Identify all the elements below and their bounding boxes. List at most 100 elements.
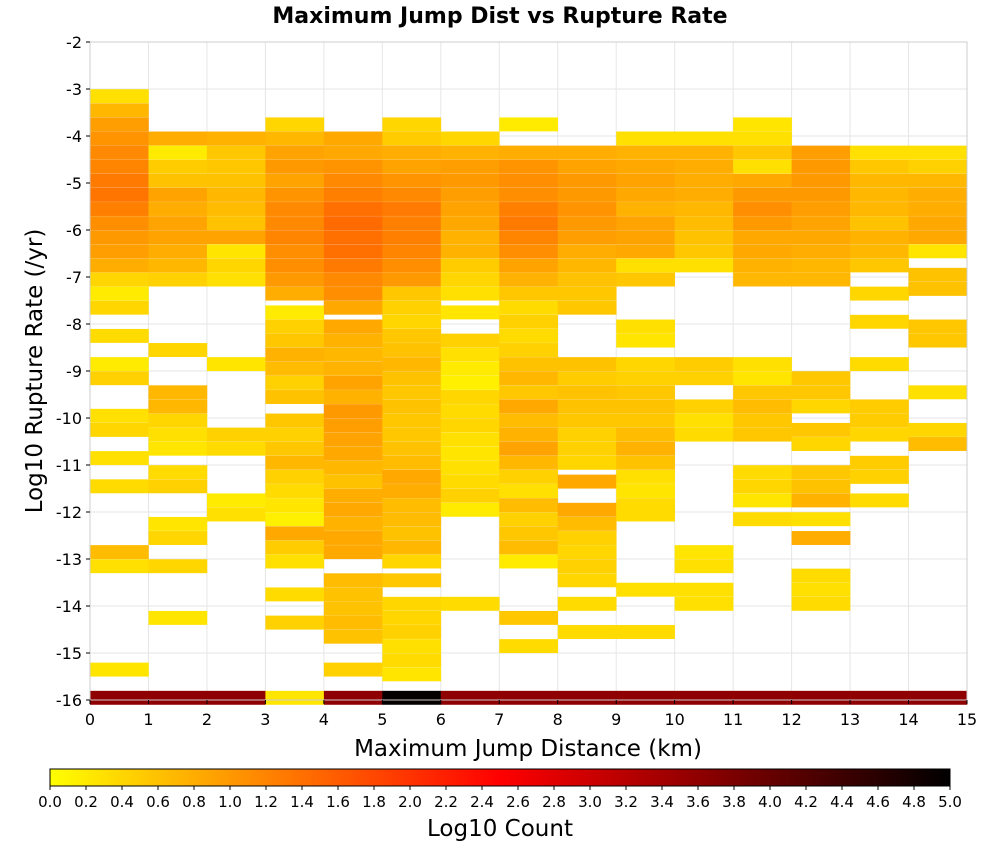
x-tick-label: 11 (723, 710, 743, 729)
heatmap-cell (850, 202, 909, 216)
heatmap-cell (265, 258, 325, 273)
heatmap-cell (323, 690, 383, 705)
heatmap-cell (557, 244, 617, 259)
colorbar-tick-label: 1.6 (326, 793, 350, 811)
heatmap-cell (733, 244, 792, 259)
heatmap-cell (616, 371, 675, 386)
heatmap-cell (148, 202, 208, 216)
heatmap-cell (148, 441, 208, 456)
heatmap-cell (90, 559, 149, 574)
heatmap-cell (90, 272, 149, 287)
heatmap-cell (733, 187, 792, 202)
heatmap-cell (206, 244, 266, 259)
heatmap-cell (206, 187, 266, 202)
colorbar-tick-label: 4.8 (902, 793, 926, 811)
heatmap-cell (382, 216, 442, 231)
heatmap-cell (674, 596, 734, 611)
heatmap-cell (908, 187, 968, 202)
heatmap-cell (440, 286, 500, 301)
heatmap-cell (148, 479, 208, 494)
heatmap-cell (557, 413, 617, 428)
heatmap-cell (90, 173, 149, 188)
heatmap-cell (440, 404, 500, 419)
colorbar-label: Log10 Count (427, 816, 573, 842)
colorbar-tick-label: 4.0 (758, 793, 782, 811)
heatmap-cell (733, 272, 792, 287)
heatmap-cell (90, 408, 149, 423)
heatmap-cell (382, 469, 442, 484)
heatmap-cell (323, 173, 383, 188)
heatmap-cell (90, 422, 149, 437)
y-tick-label: -15 (56, 644, 82, 663)
y-tick-label: -5 (66, 174, 82, 193)
heatmap-cell (791, 465, 851, 480)
heatmap-cell (616, 244, 675, 259)
colorbar-tick-label: 1.4 (290, 793, 314, 811)
heatmap-cell (733, 413, 792, 428)
heatmap-cell (791, 479, 851, 494)
heatmap-cell (557, 625, 617, 639)
heatmap-cell (206, 441, 266, 456)
heatmap-cell (206, 507, 266, 522)
heatmap-cell (206, 357, 266, 372)
heatmap-cell (850, 469, 909, 484)
heatmap-cell (674, 159, 734, 174)
heatmap-cell (323, 502, 383, 517)
colorbar-tick-label: 3.2 (614, 793, 638, 811)
heatmap-cell (323, 202, 383, 216)
heatmap-cell (323, 333, 383, 348)
heatmap-cell (323, 418, 383, 433)
heatmap-cell (323, 404, 383, 419)
heatmap-cell (499, 690, 559, 705)
heatmap-cell (733, 230, 792, 245)
heatmap-cell (733, 357, 792, 372)
heatmap-cell (382, 159, 442, 174)
heatmap-cell (265, 230, 325, 245)
heatmap-cell (265, 587, 325, 602)
heatmap-cell (499, 216, 559, 231)
heatmap-cell (323, 615, 383, 630)
heatmap-cell (674, 399, 734, 414)
heatmap-cell (791, 145, 851, 160)
heatmap-cell (733, 399, 792, 414)
heatmap-cell (557, 258, 617, 273)
heatmap-cell (323, 319, 383, 334)
heatmap-cell (382, 413, 442, 428)
heatmap-cell (557, 230, 617, 245)
heatmap-cell (499, 314, 559, 329)
heatmap-cell (148, 272, 208, 287)
heatmap-cell (206, 272, 266, 287)
heatmap-cell (440, 390, 500, 404)
heatmap-cell (323, 300, 383, 315)
heatmap-cell (850, 314, 909, 329)
heatmap-cell (791, 596, 851, 611)
heatmap-cell (382, 328, 442, 343)
heatmap-cell (791, 493, 851, 508)
heatmap-cell (265, 319, 325, 334)
heatmap-cell (382, 173, 442, 188)
heatmap-cell (908, 145, 968, 160)
heatmap-cell (557, 502, 617, 517)
heatmap-cell (850, 230, 909, 245)
heatmap-cell (616, 187, 675, 202)
heatmap-cell (148, 173, 208, 188)
colorbar-tick-label: 0.6 (146, 793, 170, 811)
heatmap-cell (616, 131, 675, 146)
heatmap-cell (791, 159, 851, 174)
heatmap-cell (148, 230, 208, 245)
heatmap-cell (733, 159, 792, 174)
heatmap-cell (206, 202, 266, 216)
heatmap-cell (206, 145, 266, 160)
y-tick-label: -6 (66, 221, 82, 240)
heatmap-cell (90, 286, 149, 301)
y-tick-label: -12 (56, 503, 82, 522)
heatmap-cell (206, 690, 266, 705)
heatmap-cell (440, 216, 500, 231)
heatmap-cell (265, 512, 325, 527)
colorbar-tick-label: 4.6 (866, 793, 890, 811)
heatmap-cell (733, 493, 792, 508)
heatmap-cell (499, 159, 559, 174)
heatmap-cell (557, 399, 617, 414)
heatmap-cell (850, 145, 909, 160)
heatmap-cell (323, 516, 383, 531)
